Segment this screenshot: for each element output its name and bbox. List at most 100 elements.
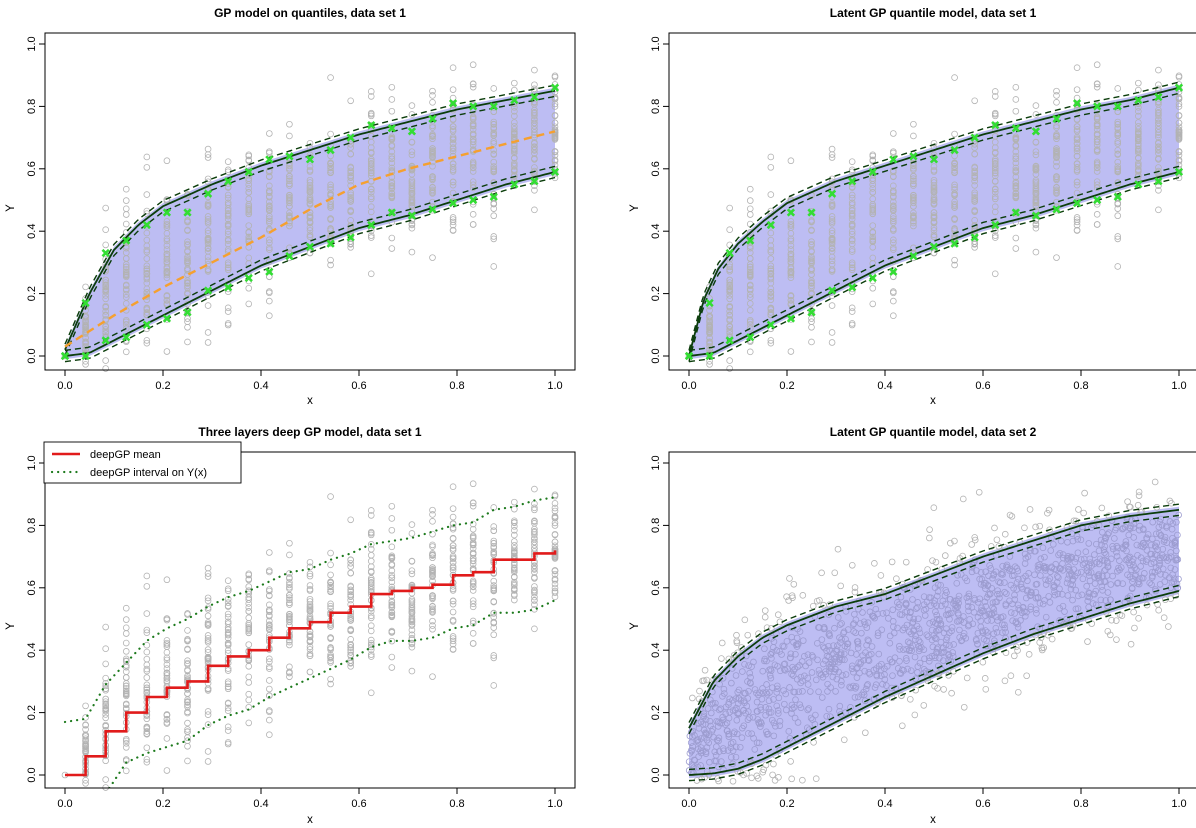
- observation-point: [449, 646, 457, 653]
- x-tick-label: 1.0: [547, 798, 562, 810]
- observation-point: [388, 502, 396, 510]
- panel-deepgp-ds1: Three layers deep GP model, data set 1 x…: [5, 425, 576, 826]
- observation-point: [1175, 72, 1183, 80]
- observation-point: [959, 495, 967, 503]
- observation-point: [102, 776, 109, 783]
- observation-point: [266, 568, 273, 576]
- observation-point: [367, 208, 375, 216]
- y-tick-label: 0.6: [26, 161, 38, 176]
- observation-point: [143, 309, 151, 316]
- observation-point: [890, 149, 897, 157]
- x-tick-label: 0.4: [877, 798, 892, 810]
- observation-point: [163, 235, 171, 243]
- observation-point: [102, 288, 109, 296]
- observation-point: [184, 218, 191, 226]
- observation-point: [367, 167, 375, 174]
- empirical-upper-quantile-marker: [407, 127, 417, 136]
- observation-point: [1010, 652, 1018, 660]
- observation-point: [1124, 498, 1131, 505]
- observation-point: [102, 365, 109, 372]
- observation-point: [429, 198, 436, 206]
- observation-point: [408, 667, 416, 675]
- observation-point: [266, 198, 273, 206]
- observation-point: [122, 272, 130, 279]
- observation-point: [204, 175, 212, 183]
- observation-point: [531, 167, 538, 175]
- observation-point: [224, 723, 232, 731]
- observation-point: [245, 583, 253, 590]
- observation-point: [490, 124, 498, 131]
- observation-point: [347, 207, 354, 215]
- observation-point: [122, 205, 130, 213]
- x-axis-label: x: [307, 814, 313, 826]
- observation-point: [224, 266, 232, 274]
- observation-point: [1006, 511, 1014, 519]
- observation-point: [837, 582, 845, 590]
- observation-point: [245, 719, 253, 727]
- x-tick-label: 0.0: [57, 798, 72, 810]
- observation-point: [122, 630, 130, 637]
- observation-point: [184, 742, 191, 750]
- observation-point: [408, 201, 416, 209]
- observation-point: [204, 218, 212, 225]
- observation-point: [204, 216, 212, 223]
- observation-point: [367, 185, 375, 193]
- observation-point: [286, 222, 293, 230]
- observation-point: [245, 641, 253, 648]
- observation-point: [204, 564, 212, 572]
- y-axis-label: Y: [5, 204, 17, 212]
- observation-point: [951, 74, 958, 81]
- observation-point: [1131, 624, 1138, 632]
- empirical-lower-quantile-marker: [305, 242, 315, 251]
- observations: [61, 480, 559, 791]
- observation-point: [122, 197, 130, 204]
- observation-point: [511, 166, 518, 173]
- observation-point: [163, 649, 171, 656]
- observation-point: [367, 195, 375, 203]
- observation-point: [429, 254, 436, 261]
- observation-point: [184, 265, 191, 272]
- lower-quantile-ci-upper: [64, 165, 556, 352]
- observation-point: [306, 186, 314, 194]
- observation-point: [184, 279, 191, 286]
- observation-point: [286, 120, 293, 128]
- observation-point: [551, 538, 559, 546]
- y-tick-label: 0.2: [26, 705, 38, 720]
- observation-point: [469, 630, 477, 637]
- empirical-lower-quantile-marker: [428, 205, 437, 214]
- observation-point: [266, 148, 273, 155]
- observation-point: [408, 248, 416, 256]
- observation-point: [993, 536, 1001, 544]
- observation-point: [163, 348, 171, 355]
- y-axis-label: Y: [629, 622, 641, 630]
- observation-point: [184, 255, 191, 263]
- observation-point: [367, 232, 375, 239]
- observation-point: [367, 234, 375, 241]
- observation-point: [1001, 530, 1009, 538]
- observation-point: [862, 729, 869, 737]
- observation-point: [469, 83, 477, 91]
- y-tick-label: 0.2: [26, 286, 38, 301]
- observation-point: [551, 126, 559, 134]
- observation-point: [245, 300, 253, 308]
- observation-point: [143, 337, 151, 344]
- observation-point: [429, 162, 436, 170]
- observation-point: [1014, 688, 1022, 696]
- observation-point: [327, 561, 334, 569]
- observation-point: [266, 193, 273, 201]
- observation-point: [869, 284, 877, 292]
- quantile-band: [65, 87, 555, 360]
- observation-point: [286, 203, 293, 210]
- observation-point: [143, 191, 151, 198]
- observation-point: [388, 96, 396, 103]
- observation-point: [769, 771, 776, 779]
- observation-point: [890, 312, 897, 320]
- x-tick-label: 1.0: [1171, 380, 1186, 392]
- observation-point: [327, 216, 334, 223]
- observation-point: [184, 661, 191, 668]
- observation-point: [910, 120, 917, 128]
- empirical-upper-quantile-marker: [387, 124, 396, 133]
- observation-point: [122, 674, 130, 681]
- observation-point: [726, 226, 733, 233]
- observation-point: [449, 164, 457, 171]
